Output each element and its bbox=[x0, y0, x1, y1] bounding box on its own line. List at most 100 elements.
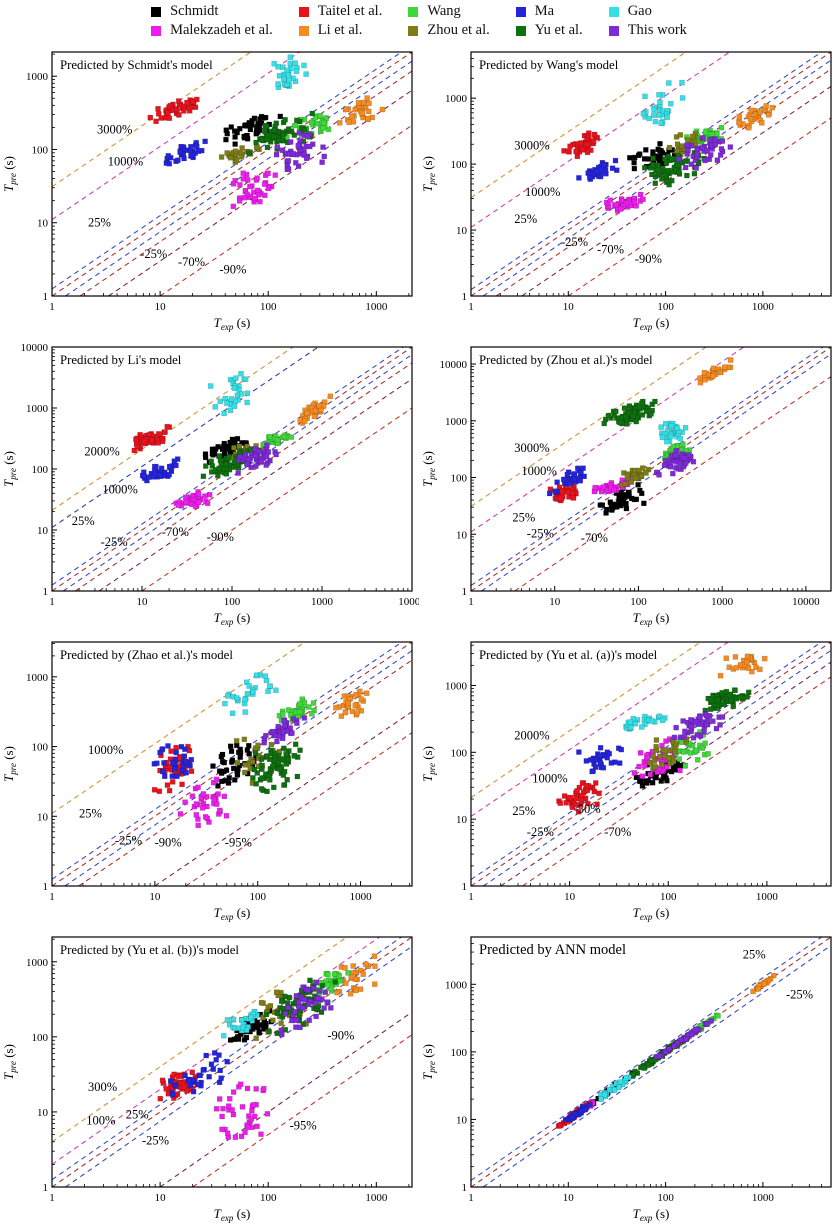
line-labels: 300% 100% 25% -25% -90% -95% bbox=[86, 1029, 354, 1148]
scatter-points bbox=[555, 972, 777, 1129]
svg-text:Texp (s): Texp (s) bbox=[214, 610, 251, 627]
svg-text:100: 100 bbox=[32, 1032, 49, 1044]
scatter-points bbox=[131, 370, 334, 510]
svg-text:Tpre (s): Tpre (s) bbox=[1, 1044, 18, 1080]
svg-text:Tpre (s): Tpre (s) bbox=[1, 746, 18, 782]
svg-text:100: 100 bbox=[260, 301, 277, 313]
legend-item-label: This work bbox=[627, 22, 687, 38]
line-labels: 3000% 1000% 25% -25% -70% -90% bbox=[88, 123, 246, 277]
svg-text:Tpre (s): Tpre (s) bbox=[420, 1044, 437, 1080]
series-ma bbox=[163, 138, 208, 167]
svg-text:1000: 1000 bbox=[756, 891, 779, 903]
legend-item-label: Zhou et al. bbox=[427, 22, 490, 38]
svg-text:-70%: -70% bbox=[581, 531, 608, 545]
svg-text:1000%: 1000% bbox=[525, 185, 560, 199]
line-labels: 3000% 1000% 25% -25% -70% bbox=[512, 441, 607, 545]
series-malekzadeh-et-al- bbox=[603, 191, 646, 214]
panel-yu-b: 11 10 10 100 100 1000 1000 300% 100% 25% -25% -90% -… bbox=[1, 936, 413, 1223]
svg-text:100: 100 bbox=[657, 301, 674, 313]
axes: 11 10 10 100 100 1000 1000 bbox=[445, 51, 832, 313]
series-zhou-et-al- bbox=[619, 465, 652, 488]
svg-text:100%: 100% bbox=[86, 1114, 115, 1128]
svg-text:-90%: -90% bbox=[635, 252, 662, 266]
svg-text:1: 1 bbox=[468, 891, 474, 903]
legend: Schmidt Malekzadeh et al. Taitel et al. Li … bbox=[0, 0, 838, 42]
series-li-et-al- bbox=[337, 95, 386, 126]
legend-item-label: Yu et al. bbox=[534, 22, 583, 38]
svg-text:1: 1 bbox=[462, 586, 468, 598]
svg-text:10: 10 bbox=[456, 1114, 468, 1126]
legend-item: Schmidt bbox=[151, 2, 273, 21]
scatter-points bbox=[556, 653, 768, 815]
panel-grid: 1 1 10 10 100 100 1000 1000 3000% 1000% 25% -25% -70… bbox=[0, 42, 838, 1228]
svg-text:1000: 1000 bbox=[445, 979, 468, 991]
panel-title: Predicted by (Zhao et al.)'s model bbox=[60, 648, 233, 662]
svg-text:10: 10 bbox=[549, 596, 561, 608]
svg-text:25%: 25% bbox=[512, 510, 535, 524]
svg-text:3000%: 3000% bbox=[514, 139, 549, 153]
svg-text:1000%: 1000% bbox=[88, 743, 123, 757]
legend-item-label: Li et al. bbox=[317, 22, 363, 38]
svg-text:1: 1 bbox=[43, 586, 49, 598]
svg-text:-25%: -25% bbox=[561, 235, 588, 249]
legend-swatch-icon bbox=[608, 25, 619, 36]
series-this-work bbox=[654, 1017, 714, 1060]
series-this-work bbox=[261, 715, 308, 746]
series-this-work bbox=[676, 135, 734, 171]
svg-text:100: 100 bbox=[660, 891, 677, 903]
series-gao bbox=[221, 1008, 260, 1039]
svg-text:1000: 1000 bbox=[445, 680, 468, 692]
svg-text:-25%: -25% bbox=[527, 825, 554, 839]
axes: 11 10 10 100 100 1000 1000 bbox=[26, 936, 413, 1204]
svg-text:100: 100 bbox=[451, 159, 468, 171]
svg-text:100: 100 bbox=[32, 742, 49, 754]
series-ma bbox=[167, 1050, 230, 1098]
legend-swatch-icon bbox=[408, 6, 419, 17]
series-zhou-et-al- bbox=[647, 736, 690, 771]
series-gao bbox=[598, 1074, 632, 1102]
series-ma bbox=[576, 745, 625, 775]
series-wang bbox=[276, 696, 317, 724]
svg-text:-90%: -90% bbox=[207, 530, 234, 544]
svg-text:10: 10 bbox=[37, 218, 49, 230]
svg-text:10: 10 bbox=[456, 225, 468, 237]
axes: 11 10 10 100 100 1000 1000 10000 10000 bbox=[440, 346, 832, 608]
series-gao bbox=[640, 79, 686, 126]
svg-text:1000: 1000 bbox=[365, 301, 388, 313]
panel-ann: 11 10 10 100 100 1000 1000 25% -25% Predicted by … bbox=[420, 936, 832, 1223]
svg-text:1000: 1000 bbox=[311, 596, 334, 608]
svg-text:1: 1 bbox=[43, 881, 49, 893]
legend-swatch-icon bbox=[515, 6, 526, 17]
svg-text:10: 10 bbox=[37, 525, 49, 537]
svg-text:3000%: 3000% bbox=[514, 441, 549, 455]
svg-text:100: 100 bbox=[260, 1192, 277, 1204]
svg-text:-25%: -25% bbox=[142, 1134, 169, 1148]
svg-text:300%: 300% bbox=[88, 1080, 117, 1094]
legend-item-label: Wang bbox=[427, 3, 461, 19]
panel-li: 11 10 10 100 100 1000 1000 10000 10000 2000% 1000%… bbox=[1, 342, 419, 627]
series-li-et-al- bbox=[736, 103, 776, 131]
svg-text:-90%: -90% bbox=[155, 835, 182, 849]
legend-swatch-icon bbox=[408, 25, 419, 36]
svg-text:-25%: -25% bbox=[101, 535, 128, 549]
series-ma bbox=[139, 456, 181, 484]
legend-swatch-icon bbox=[151, 6, 162, 17]
scatter-points bbox=[561, 79, 776, 214]
svg-text:100: 100 bbox=[451, 747, 468, 759]
svg-text:10: 10 bbox=[456, 529, 468, 541]
panel-yu-a: 11 10 10 100 100 1000 1000 2000% 1000% 25% -25% -50… bbox=[420, 641, 832, 922]
axes: 11 10 10 100 100 1000 1000 bbox=[445, 936, 832, 1204]
svg-text:10: 10 bbox=[155, 301, 167, 313]
svg-text:Texp (s): Texp (s) bbox=[633, 905, 670, 922]
legend-swatch-icon bbox=[298, 25, 309, 36]
series-gao bbox=[222, 672, 279, 717]
svg-text:-50%: -50% bbox=[574, 802, 601, 816]
series-yu-et-al- bbox=[250, 741, 303, 795]
series-gao bbox=[658, 420, 689, 445]
line-labels: 2000% 1000% 25% -25% -70% -90% bbox=[72, 445, 234, 549]
svg-text:Texp (s): Texp (s) bbox=[214, 1206, 251, 1223]
panel-title: Predicted by (Zhou et al.)'s model bbox=[479, 353, 653, 367]
svg-text:100: 100 bbox=[249, 891, 266, 903]
series-malekzadeh-et-al- bbox=[213, 1081, 271, 1140]
